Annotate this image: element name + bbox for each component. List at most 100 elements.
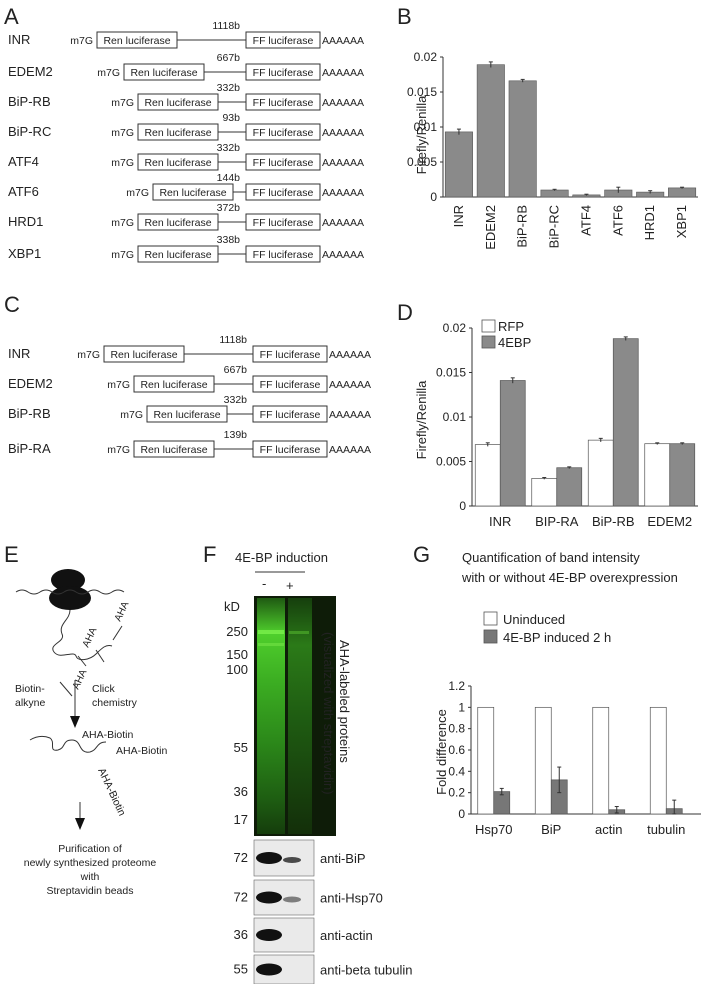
y-tick-label: 1 xyxy=(458,700,465,714)
gel-label-1: AHA-labeled proteins xyxy=(337,640,352,763)
bar xyxy=(540,189,569,198)
panel-label-d: D xyxy=(397,300,413,325)
utr-length: 667b xyxy=(217,52,241,64)
x-tick-label: XBP1 xyxy=(674,205,689,238)
cap-label: m7G xyxy=(107,444,130,456)
y-tick-label: 0.02 xyxy=(414,50,438,64)
result-line-4: Streptavidin beads xyxy=(47,885,134,897)
polya-label: AAAAAA xyxy=(329,409,371,421)
ren-label: Ren luciferase xyxy=(144,249,211,261)
ren-label: Ren luciferase xyxy=(103,35,170,47)
bar xyxy=(668,187,697,198)
utr-length: 667b xyxy=(224,364,248,376)
chart-b: 0 0.005 0.01 0.015 0.02 Firefly/Renilla INR EDE… xyxy=(407,50,698,250)
bar xyxy=(476,64,505,198)
ff-label: FF luciferase xyxy=(253,97,314,109)
ff-label: FF luciferase xyxy=(260,444,321,456)
band-100-minus xyxy=(258,643,284,646)
y-tick-label: 0.015 xyxy=(436,366,466,380)
bar xyxy=(592,706,610,815)
utr-length: 144b xyxy=(217,172,241,184)
panel-label-f: F xyxy=(203,542,216,567)
y-tick-label: 0.6 xyxy=(448,743,465,757)
utr-length: 332b xyxy=(224,394,248,406)
kd-marker: 55 xyxy=(234,740,248,755)
y-axis-label: Fold difference xyxy=(434,709,449,795)
bar xyxy=(508,80,537,198)
construct-name: EDEM2 xyxy=(8,64,53,79)
construct-name: ATF4 xyxy=(8,154,39,169)
ff-label: FF luciferase xyxy=(260,349,321,361)
y-tick-label: 1.2 xyxy=(448,679,465,693)
aha-label-2: AHA xyxy=(113,600,132,624)
induction-title: 4E-BP induction xyxy=(235,550,328,565)
y-axis-label: Firefly/Renilla xyxy=(414,380,429,460)
blot-marker: 55 xyxy=(234,962,248,977)
ff-label: FF luciferase xyxy=(260,409,321,421)
cap-label: m7G xyxy=(111,127,134,139)
y-tick-label: 0 xyxy=(458,807,465,821)
ff-box xyxy=(245,63,321,81)
panel-label-a: A xyxy=(4,4,19,29)
y-tick-label: 0.005 xyxy=(436,455,466,469)
bar xyxy=(531,478,558,507)
result-line-2: newly synthesized proteome xyxy=(24,857,157,869)
polya-label: AAAAAA xyxy=(329,444,371,456)
band-150-minus xyxy=(258,630,284,634)
chart-g: Quantification of band intensity with or … xyxy=(434,550,701,837)
panel-label-g: G xyxy=(413,542,430,567)
polya-label: AAAAAA xyxy=(322,67,364,79)
ren-label: Ren luciferase xyxy=(153,409,220,421)
legend-swatch xyxy=(483,611,498,626)
x-tick-label: INR xyxy=(451,205,466,227)
blot-label: anti-Hsp70 xyxy=(320,891,383,906)
ren-label: Ren luciferase xyxy=(144,97,211,109)
x-tick-label: ATF6 xyxy=(610,205,625,236)
ren-label: Ren luciferase xyxy=(144,217,211,229)
ren-label: Ren luciferase xyxy=(144,127,211,139)
gel-lane-plus xyxy=(288,598,312,834)
cap-label: m7G xyxy=(126,187,149,199)
reagent-line-1: Biotin- xyxy=(15,683,45,695)
gel-lane-minus xyxy=(257,598,285,834)
x-tick-label: tubulin xyxy=(647,822,685,837)
bar xyxy=(556,467,583,507)
ff-box xyxy=(252,440,328,458)
y-tick-label: 0.4 xyxy=(448,764,465,778)
kd-marker: 36 xyxy=(234,784,248,799)
y-tick-label: 0.8 xyxy=(448,722,465,736)
construct-diagram-a: INR m7G Ren luciferase 1118b FF luciferase AA… xyxy=(8,20,364,263)
labeled-protein xyxy=(29,735,107,753)
y-tick-label: 0.01 xyxy=(414,120,438,134)
kd-marker: 17 xyxy=(234,812,248,827)
legend-label: RFP xyxy=(498,319,524,334)
blot-band-minus xyxy=(256,891,282,904)
result-line-1: Purification of xyxy=(58,843,122,855)
ff-box xyxy=(245,213,321,231)
ff-label: FF luciferase xyxy=(253,157,314,169)
reagent-tick xyxy=(59,681,73,697)
panel-e-schematic: AHA AHA AHA Biotin- alkyne Click chemist… xyxy=(15,569,168,897)
legend-label: Uninduced xyxy=(503,612,565,627)
blot-marker: 72 xyxy=(234,890,248,905)
cap-label: m7G xyxy=(70,35,93,47)
cap-label: m7G xyxy=(111,217,134,229)
utr-length: 1118b xyxy=(212,20,240,32)
utr-length: 93b xyxy=(222,112,240,124)
aha-biotin-1: AHA-Biotin xyxy=(82,729,134,741)
band-150-plus xyxy=(289,631,309,634)
ff-box xyxy=(245,183,321,201)
x-tick-label: INR xyxy=(489,514,511,529)
ff-label: FF luciferase xyxy=(260,379,321,391)
bar xyxy=(477,706,495,815)
ribosome-small-subunit xyxy=(51,569,85,591)
gel-label-2: (visualized with streptavidin) xyxy=(321,632,336,795)
ren-label: Ren luciferase xyxy=(144,157,211,169)
mrna-strand xyxy=(15,589,125,595)
polya-label: AAAAAA xyxy=(329,349,371,361)
cap-label: m7G xyxy=(111,97,134,109)
legend-swatch xyxy=(481,319,496,333)
western-blots: 72 anti-BiP 72 anti-Hsp70 36 anti-actin 55 anti… xyxy=(234,839,413,984)
ff-label: FF luciferase xyxy=(253,249,314,261)
